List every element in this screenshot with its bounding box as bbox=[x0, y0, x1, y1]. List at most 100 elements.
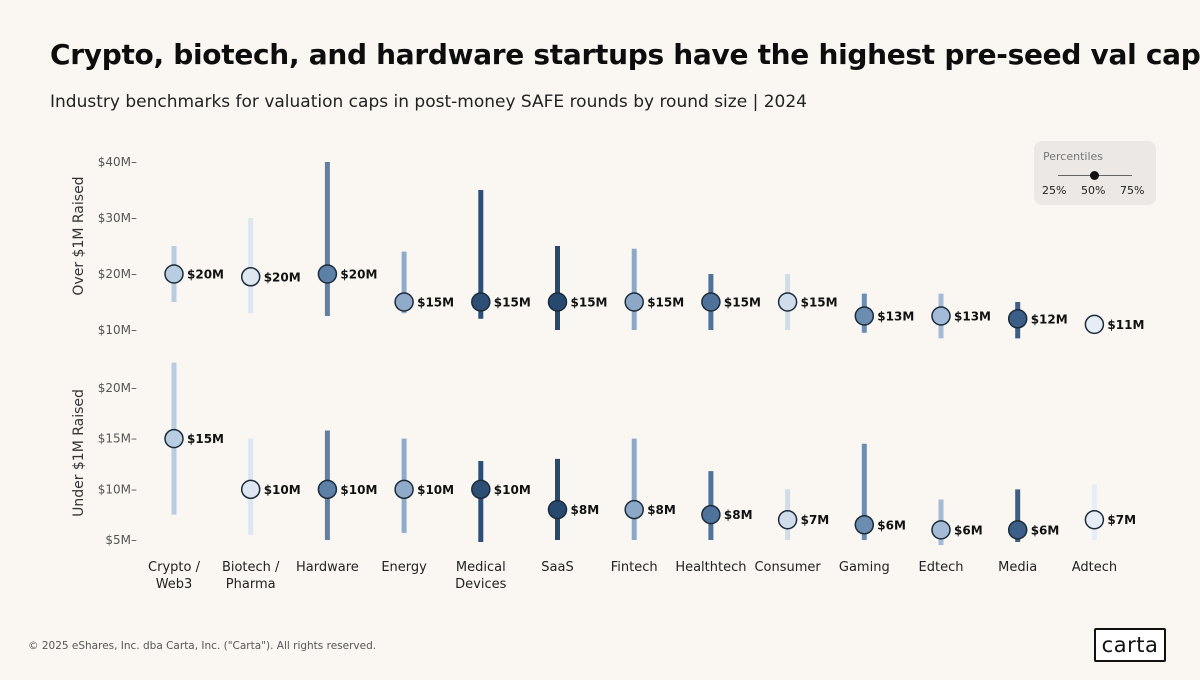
y-tick-label: $20M– bbox=[98, 381, 137, 395]
x-category-label: SaaS bbox=[541, 560, 573, 575]
median-dot bbox=[931, 520, 951, 540]
x-category-label-line: Energy bbox=[381, 560, 427, 575]
copyright-footer: © 2025 eShares, Inc. dba Carta, Inc. ("C… bbox=[28, 640, 377, 652]
value-label: $15M bbox=[494, 296, 531, 310]
value-label: $15M bbox=[417, 296, 454, 310]
median-dot bbox=[547, 292, 568, 312]
median-dot bbox=[1007, 309, 1028, 329]
x-category-label-line: Crypto / bbox=[148, 560, 201, 575]
median-dot bbox=[471, 292, 491, 312]
median-dot bbox=[624, 292, 644, 312]
x-category-label-line: Adtech bbox=[1072, 560, 1117, 575]
median-dot bbox=[240, 267, 261, 287]
x-category-label-line: Devices bbox=[455, 577, 506, 592]
median-dot bbox=[1084, 509, 1105, 530]
median-dot bbox=[1084, 314, 1105, 335]
x-category-label-line: Web3 bbox=[156, 577, 193, 592]
x-category-label-line: Biotech / bbox=[222, 560, 280, 575]
value-label: $11M bbox=[1107, 318, 1144, 332]
y-tick-label: $5M– bbox=[105, 533, 137, 547]
y-axis-title-under: Under $1M Raised bbox=[71, 389, 87, 517]
percentile-legend: Percentiles 25% 50% 75% bbox=[1034, 141, 1156, 205]
median-dot bbox=[317, 264, 338, 284]
x-category-label-line: Gaming bbox=[839, 560, 890, 575]
legend-title: Percentiles bbox=[1043, 150, 1104, 163]
value-label: $7M bbox=[801, 513, 830, 527]
panel-labels: $20M $20M $20M $15M $15M $15M $15M $15M $15M $13M… bbox=[187, 268, 1144, 538]
value-label: $20M bbox=[187, 268, 224, 282]
carta-logo: carta bbox=[1094, 628, 1166, 662]
median-dot bbox=[471, 479, 491, 500]
x-category-label: Healthtech bbox=[675, 560, 746, 575]
x-category-label: Biotech / Pharma bbox=[222, 560, 280, 592]
value-label: $10M bbox=[417, 483, 454, 497]
x-category-label-line: SaaS bbox=[541, 560, 573, 575]
panel-bars bbox=[171, 162, 1097, 546]
value-label: $6M bbox=[1031, 523, 1060, 537]
x-category-label: Media bbox=[998, 560, 1037, 575]
x-category-label-line: Edtech bbox=[919, 560, 964, 575]
value-label: $8M bbox=[571, 503, 600, 517]
x-category-label-line: Pharma bbox=[226, 577, 276, 592]
x-category-label-line: Consumer bbox=[754, 560, 821, 575]
y-tick-label: $40M– bbox=[98, 155, 137, 169]
median-dot bbox=[240, 479, 261, 500]
y-tick-label: $10M– bbox=[98, 482, 137, 496]
x-category-label: Energy bbox=[381, 560, 427, 575]
median-dot bbox=[701, 504, 721, 525]
median-dot bbox=[854, 306, 875, 326]
value-label: $10M bbox=[340, 483, 377, 497]
y-tick-label: $15M– bbox=[98, 432, 137, 446]
value-label: $15M bbox=[187, 432, 224, 446]
x-category-label-line: Healthtech bbox=[675, 560, 746, 575]
x-category-label: Gaming bbox=[839, 560, 890, 575]
x-axis-labels: Crypto / Web3 Biotech / Pharma Hardware Energ… bbox=[148, 560, 1117, 592]
x-category-label-line: Medical bbox=[456, 560, 506, 575]
legend-median-dot bbox=[1090, 171, 1099, 180]
legend-label-25: 25% bbox=[1042, 184, 1067, 197]
y-tick-label: $30M– bbox=[98, 211, 137, 225]
x-category-label: Medical Devices bbox=[455, 560, 506, 592]
median-dot bbox=[164, 428, 184, 449]
x-category-label: Adtech bbox=[1072, 560, 1117, 575]
panel-axes: Over $1M Raised $10M– $20M– $30M– $40M– Under… bbox=[71, 155, 137, 547]
panel-dots bbox=[164, 264, 1105, 540]
y-tick-label: $10M– bbox=[98, 323, 137, 337]
value-label: $10M bbox=[264, 483, 301, 497]
value-label: $20M bbox=[264, 270, 301, 284]
value-label: $8M bbox=[647, 503, 676, 517]
value-label: $15M bbox=[571, 296, 608, 310]
legend-label-75: 75% bbox=[1120, 184, 1145, 197]
median-dot bbox=[1007, 520, 1028, 540]
x-category-label: Crypto / Web3 bbox=[148, 560, 201, 592]
value-label: $15M bbox=[647, 296, 684, 310]
median-dot bbox=[164, 264, 184, 284]
chart-title: Crypto, biotech, and hardware startups h… bbox=[50, 38, 1200, 71]
median-dot bbox=[777, 292, 798, 312]
median-dot bbox=[854, 515, 875, 535]
value-label: $10M bbox=[494, 483, 531, 497]
value-label: $13M bbox=[954, 310, 991, 324]
x-category-label: Hardware bbox=[296, 560, 359, 575]
median-dot bbox=[394, 479, 414, 500]
median-dot bbox=[931, 306, 951, 326]
value-label: $6M bbox=[877, 518, 906, 532]
value-label: $7M bbox=[1107, 513, 1136, 527]
x-category-label: Fintech bbox=[611, 560, 658, 575]
median-dot bbox=[777, 509, 798, 530]
y-tick-label: $20M– bbox=[98, 267, 137, 281]
median-dot bbox=[547, 499, 568, 520]
x-category-label-line: Hardware bbox=[296, 560, 359, 575]
median-dot bbox=[394, 292, 414, 312]
x-category-label-line: Fintech bbox=[611, 560, 658, 575]
x-category-label: Edtech bbox=[919, 560, 964, 575]
chart-subtitle: Industry benchmarks for valuation caps i… bbox=[50, 92, 807, 112]
median-dot bbox=[701, 292, 721, 312]
value-label: $13M bbox=[877, 310, 914, 324]
value-label: $15M bbox=[724, 296, 761, 310]
value-label: $6M bbox=[954, 523, 983, 537]
x-category-label: Consumer bbox=[754, 560, 821, 575]
y-axis-title-over: Over $1M Raised bbox=[71, 176, 87, 295]
legend-label-50: 50% bbox=[1081, 184, 1106, 197]
value-label: $12M bbox=[1031, 312, 1068, 326]
